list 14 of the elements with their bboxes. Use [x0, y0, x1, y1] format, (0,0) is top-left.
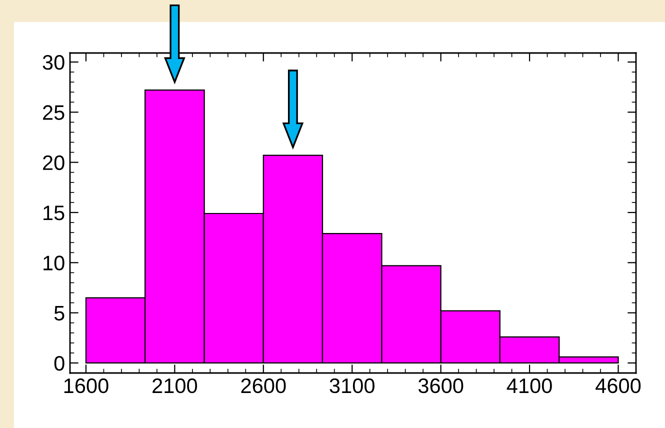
y-tick-label: 10: [44, 256, 64, 270]
x-tick-label: 3100: [330, 378, 374, 394]
y-tick-label: 5: [54, 306, 64, 321]
x-tick-label: 2100: [152, 378, 198, 394]
x-tick-label: 3600: [418, 378, 464, 394]
y-tick-label: 30: [42, 55, 64, 70]
y-tick-label: 20: [43, 155, 64, 170]
x-tick-label: 4600: [596, 378, 641, 394]
y-tick-label: 15: [44, 206, 64, 220]
y-tick-label: 25: [43, 105, 64, 120]
x-tick-label: 1600: [64, 378, 108, 394]
x-tick-label: 2600: [241, 378, 286, 394]
x-tick-label: 4100: [506, 378, 552, 394]
y-tick-label: 0: [54, 356, 64, 371]
